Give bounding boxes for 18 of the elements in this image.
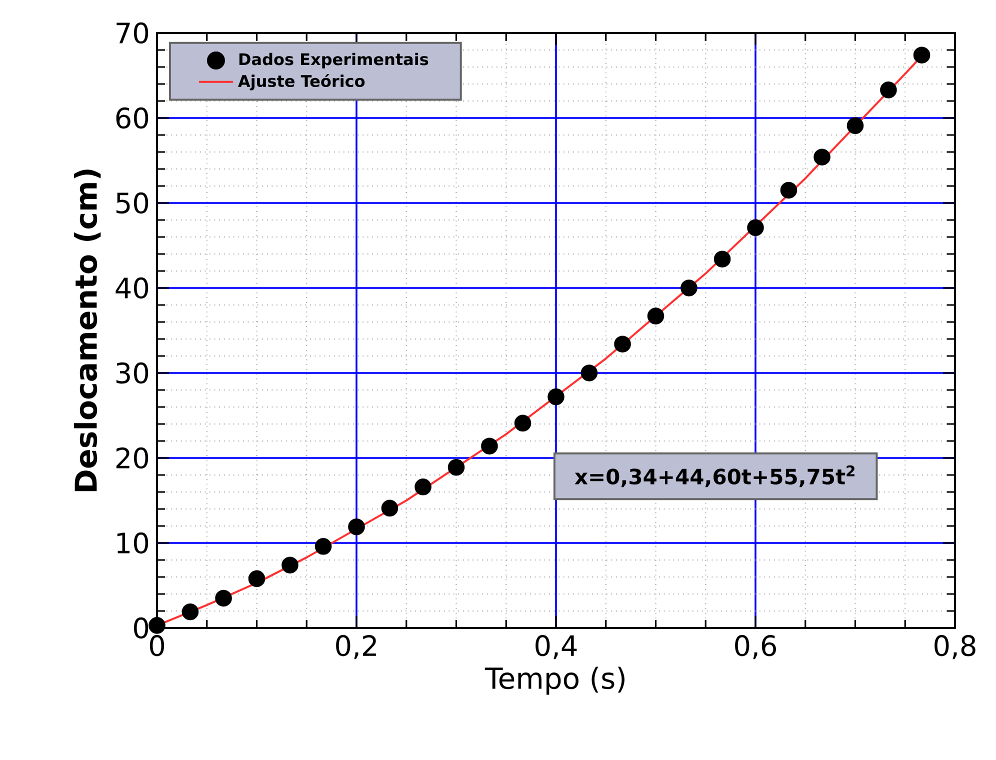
annotation: x=0,34+44,60t+55,75t$^{2}$ xyxy=(574,465,854,488)
x-tick-label: 0,8 xyxy=(934,635,976,660)
y-tick-label: 50 xyxy=(116,192,148,214)
x-axis-title: Tempo (s) xyxy=(484,666,624,695)
y-tick-label: 40 xyxy=(116,277,148,299)
x-tick-label: 0 xyxy=(150,635,164,656)
x-tick-label: 0,4 xyxy=(536,635,577,660)
y-tick-label: 30 xyxy=(116,362,148,384)
y-tick-label: 60 xyxy=(116,107,148,129)
y-tick-label: 70 xyxy=(116,22,148,44)
x-tick-label: 0,2 xyxy=(336,635,376,660)
y-axis-title: Deslocamento (cm) xyxy=(74,170,101,492)
legend-label: Dados Experimentais xyxy=(239,52,428,68)
y-tick-label: 0 xyxy=(134,617,148,639)
y-tick-label: 10 xyxy=(117,532,148,554)
y-tick-label: 20 xyxy=(116,447,148,469)
x-tick-label: 0,6 xyxy=(735,635,776,660)
legend-label: Ajuste Teórico xyxy=(238,74,365,90)
